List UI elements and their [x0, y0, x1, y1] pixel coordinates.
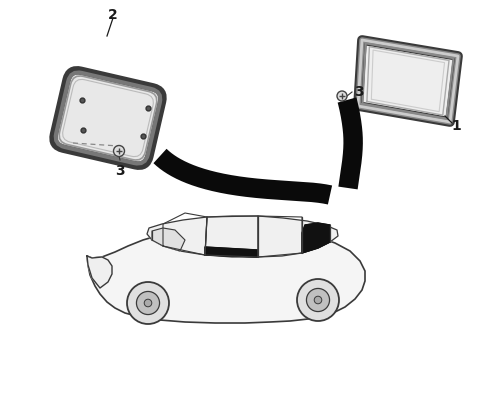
Circle shape: [127, 282, 169, 324]
Polygon shape: [87, 256, 112, 288]
Circle shape: [136, 291, 159, 315]
Polygon shape: [205, 247, 258, 257]
Circle shape: [337, 91, 347, 101]
Polygon shape: [147, 216, 338, 257]
Text: 1: 1: [451, 119, 461, 133]
Polygon shape: [152, 228, 185, 251]
Circle shape: [306, 288, 330, 312]
FancyBboxPatch shape: [53, 70, 163, 166]
Polygon shape: [302, 223, 330, 253]
Circle shape: [297, 279, 339, 321]
Text: 3: 3: [115, 164, 125, 178]
Circle shape: [314, 296, 322, 304]
Circle shape: [113, 146, 124, 157]
Text: 3: 3: [354, 85, 364, 99]
Text: 2: 2: [108, 8, 118, 22]
Polygon shape: [358, 40, 458, 122]
Polygon shape: [87, 228, 365, 323]
Circle shape: [144, 299, 152, 307]
